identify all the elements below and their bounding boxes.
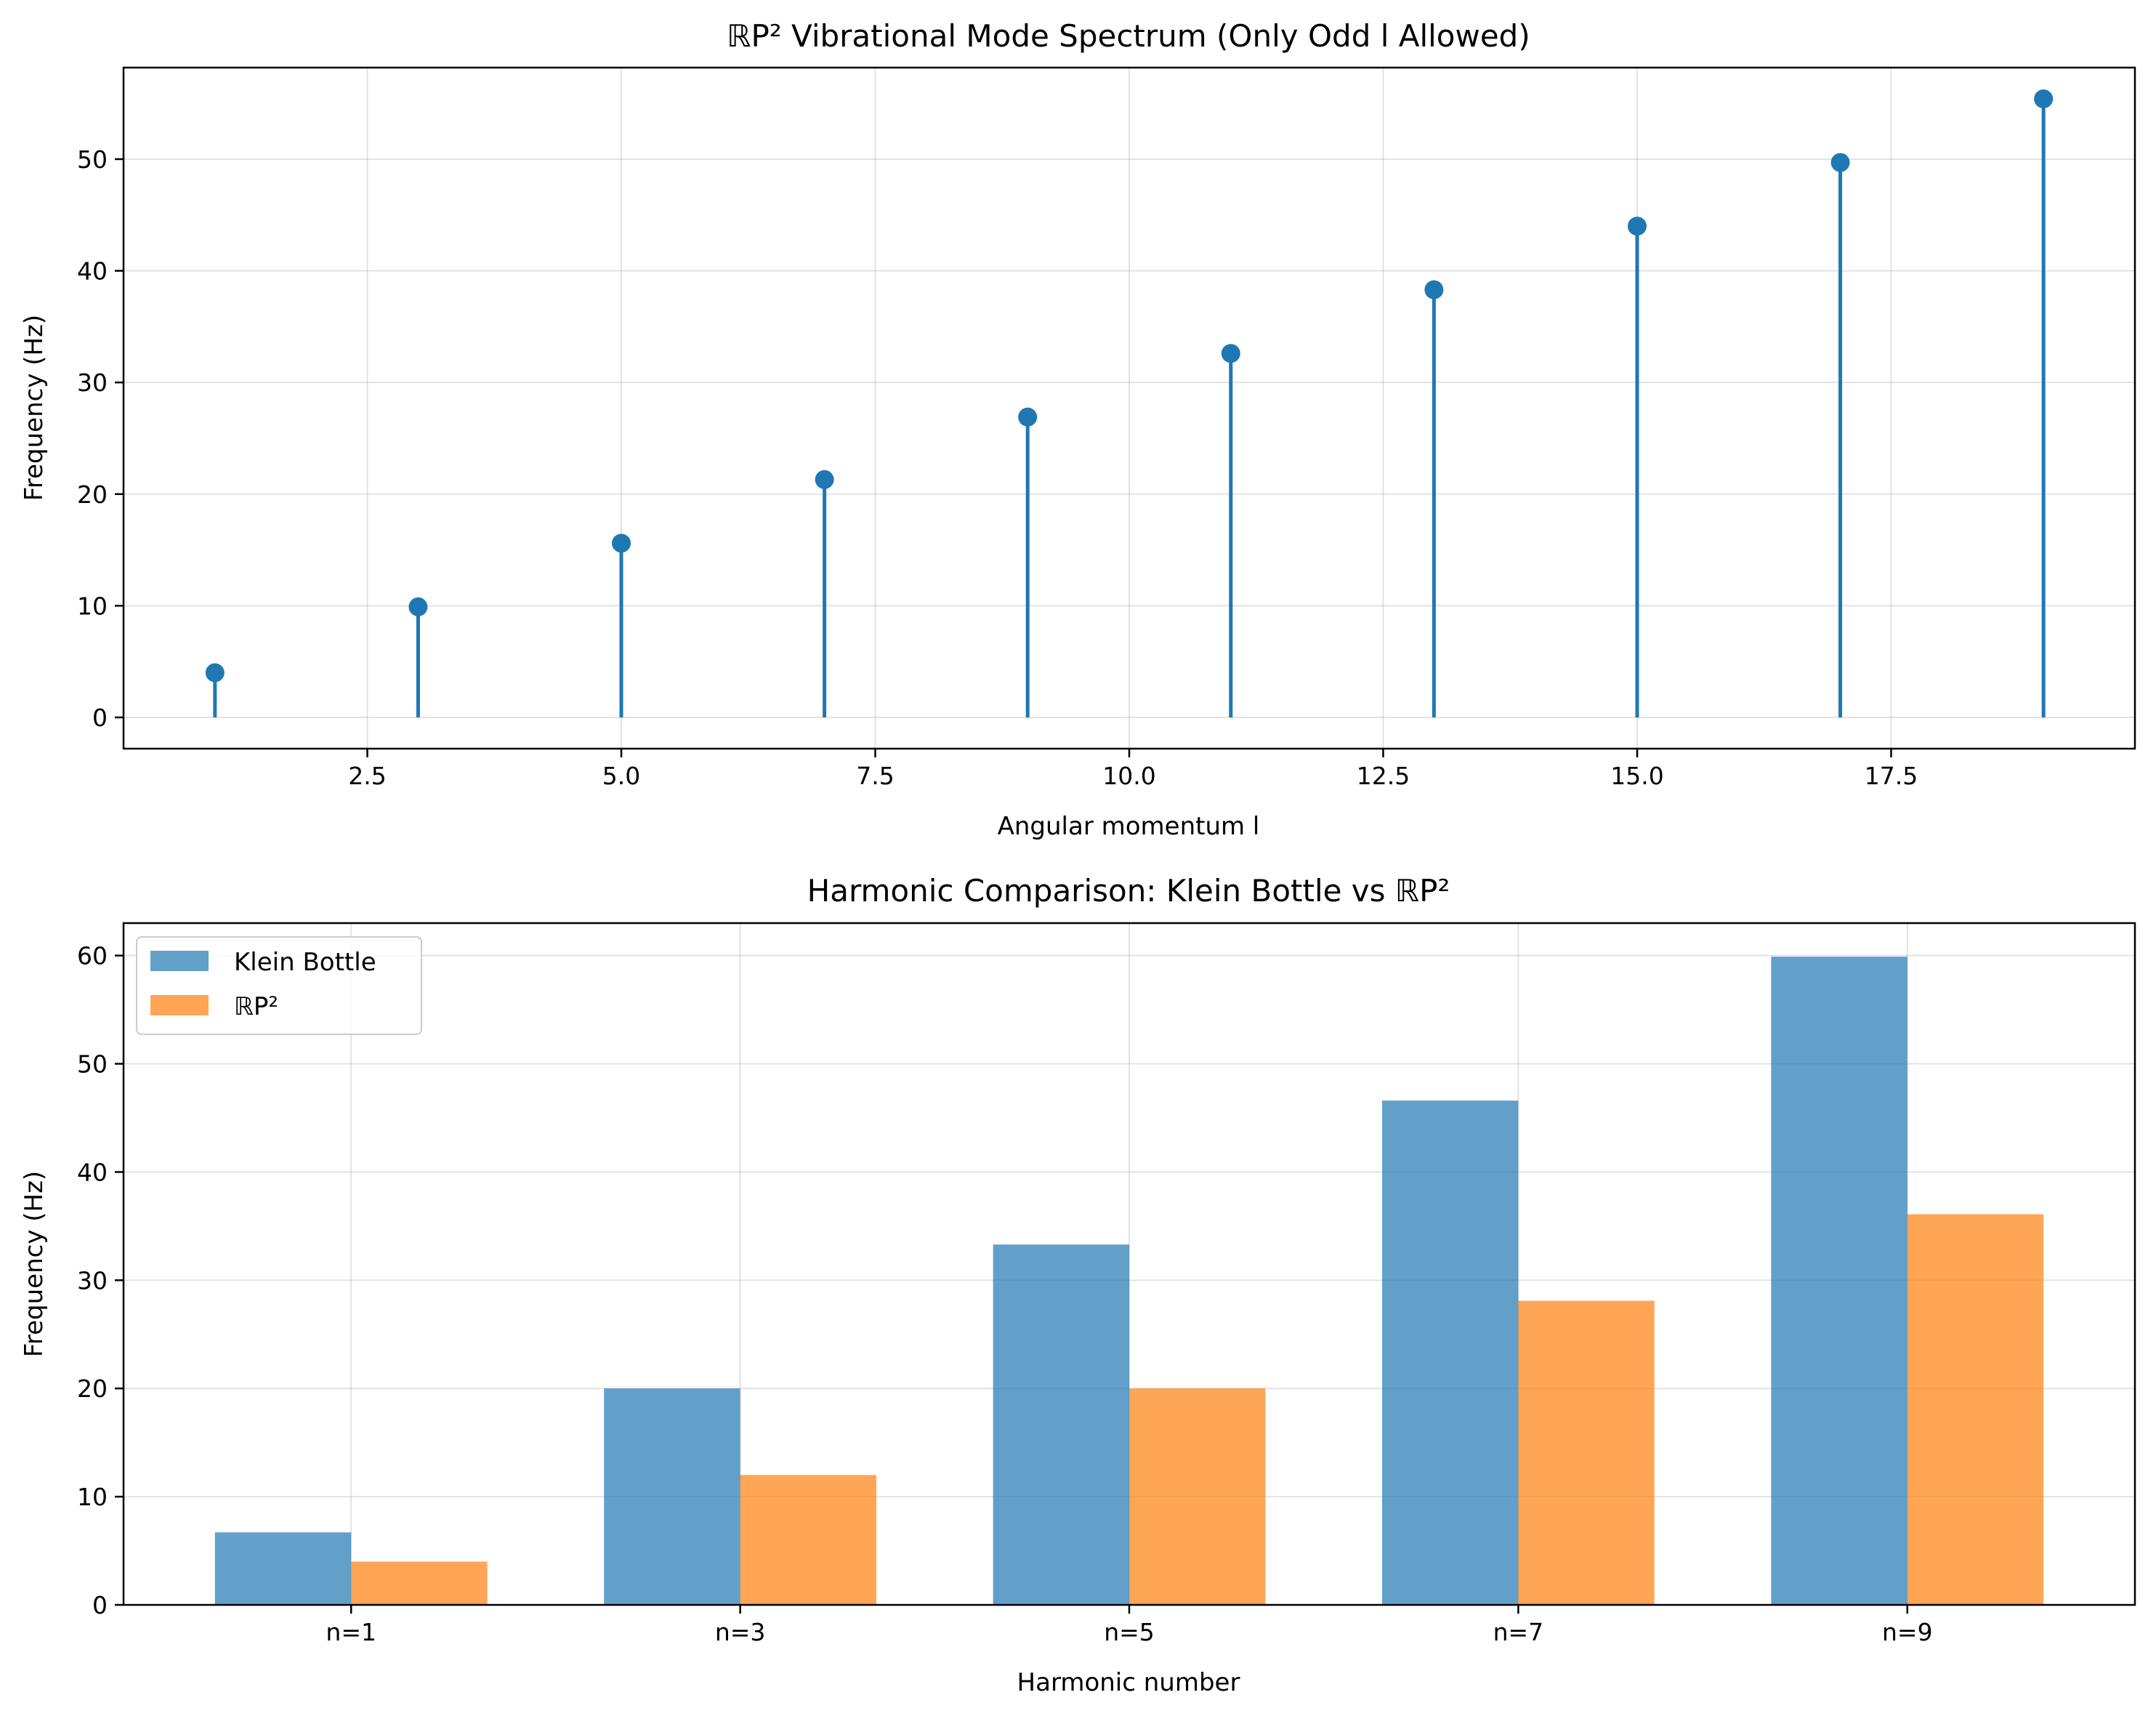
bar-chart-title: Harmonic Comparison: Klein Bottle vs ℝP² <box>807 873 1450 909</box>
y-tick-label: 10 <box>77 1483 108 1511</box>
bar-rp2 <box>1518 1300 1655 1605</box>
y-tick-label: 60 <box>77 942 108 970</box>
bar-rp2 <box>351 1561 488 1605</box>
stem-chart: ℝP² Vibrational Mode Spectrum (Only Odd … <box>20 18 2136 841</box>
legend-swatch-rp2 <box>150 995 209 1015</box>
stem-chart-title: ℝP² Vibrational Mode Spectrum (Only Odd … <box>727 18 1530 54</box>
y-tick-label: 50 <box>77 145 108 174</box>
bar-chart-x-label: Harmonic number <box>1017 1668 1240 1697</box>
x-tick-label: 2.5 <box>348 762 386 790</box>
stem-chart-x-ticks: 2.5 5.0 7.5 10.0 12.5 15.0 17.5 <box>348 749 1918 790</box>
bar-klein-bottle <box>993 1244 1129 1605</box>
stem-chart-y-label: Frequency (Hz) <box>20 315 49 501</box>
stem-marker <box>205 663 225 683</box>
bar-chart-legend: Klein Bottle ℝP² <box>136 936 422 1035</box>
y-tick-label: 40 <box>77 257 108 286</box>
y-tick-label: 50 <box>77 1050 108 1079</box>
y-tick-label: 30 <box>77 369 108 397</box>
x-tick-label: n=3 <box>715 1618 766 1646</box>
bar-chart: Harmonic Comparison: Klein Bottle vs ℝP²… <box>20 873 2136 1697</box>
stem-chart-grid <box>124 68 2135 749</box>
bar-chart-y-ticks: 0 10 20 30 40 50 60 <box>77 942 124 1619</box>
bar-chart-marks <box>214 957 2044 1605</box>
x-tick-label: 17.5 <box>1865 762 1918 790</box>
x-tick-label: n=9 <box>1882 1618 1933 1646</box>
stem-marker <box>2034 89 2054 109</box>
bar-rp2 <box>740 1475 876 1605</box>
bar-chart-y-label: Frequency (Hz) <box>20 1171 49 1357</box>
bar-klein-bottle <box>214 1532 352 1605</box>
y-tick-label: 30 <box>77 1266 108 1295</box>
x-tick-label: 10.0 <box>1102 762 1155 790</box>
stem-chart-marks <box>205 89 2054 717</box>
y-tick-label: 20 <box>77 1374 108 1403</box>
legend-label-klein-bottle: Klein Bottle <box>234 948 376 977</box>
x-tick-label: n=5 <box>1104 1618 1155 1646</box>
stem-marker <box>612 534 631 553</box>
bar-klein-bottle <box>604 1388 740 1605</box>
x-tick-label: 5.0 <box>602 762 640 790</box>
y-tick-label: 20 <box>77 480 108 509</box>
bar-chart-x-ticks: n=1 n=3 n=5 n=7 n=9 <box>326 1605 1933 1646</box>
stem-marker <box>408 597 428 616</box>
y-tick-label: 10 <box>77 592 108 620</box>
stem-marker <box>1627 217 1647 236</box>
stem-chart-x-label: Angular momentum l <box>998 812 1260 841</box>
x-tick-label: 15.0 <box>1610 762 1663 790</box>
legend-label-rp2: ℝP² <box>234 992 278 1021</box>
x-tick-label: n=1 <box>326 1618 376 1646</box>
x-tick-label: 7.5 <box>856 762 894 790</box>
stem-chart-y-ticks: 0 10 20 30 40 50 <box>77 145 124 732</box>
legend-swatch-klein-bottle <box>150 951 209 971</box>
bar-klein-bottle <box>1382 1100 1519 1605</box>
stem-marker <box>1018 407 1038 427</box>
bar-rp2 <box>1129 1388 1266 1605</box>
stem-marker <box>815 470 834 489</box>
bar-rp2 <box>1907 1214 2044 1605</box>
bar-klein-bottle <box>1771 957 1907 1605</box>
y-tick-label: 0 <box>92 1591 108 1619</box>
y-tick-label: 0 <box>92 704 108 732</box>
stem-marker <box>1830 153 1850 172</box>
y-tick-label: 40 <box>77 1158 108 1186</box>
x-tick-label: 12.5 <box>1357 762 1410 790</box>
x-tick-label: n=7 <box>1493 1618 1544 1646</box>
stem-marker <box>1424 280 1444 299</box>
stem-marker <box>1221 344 1240 363</box>
